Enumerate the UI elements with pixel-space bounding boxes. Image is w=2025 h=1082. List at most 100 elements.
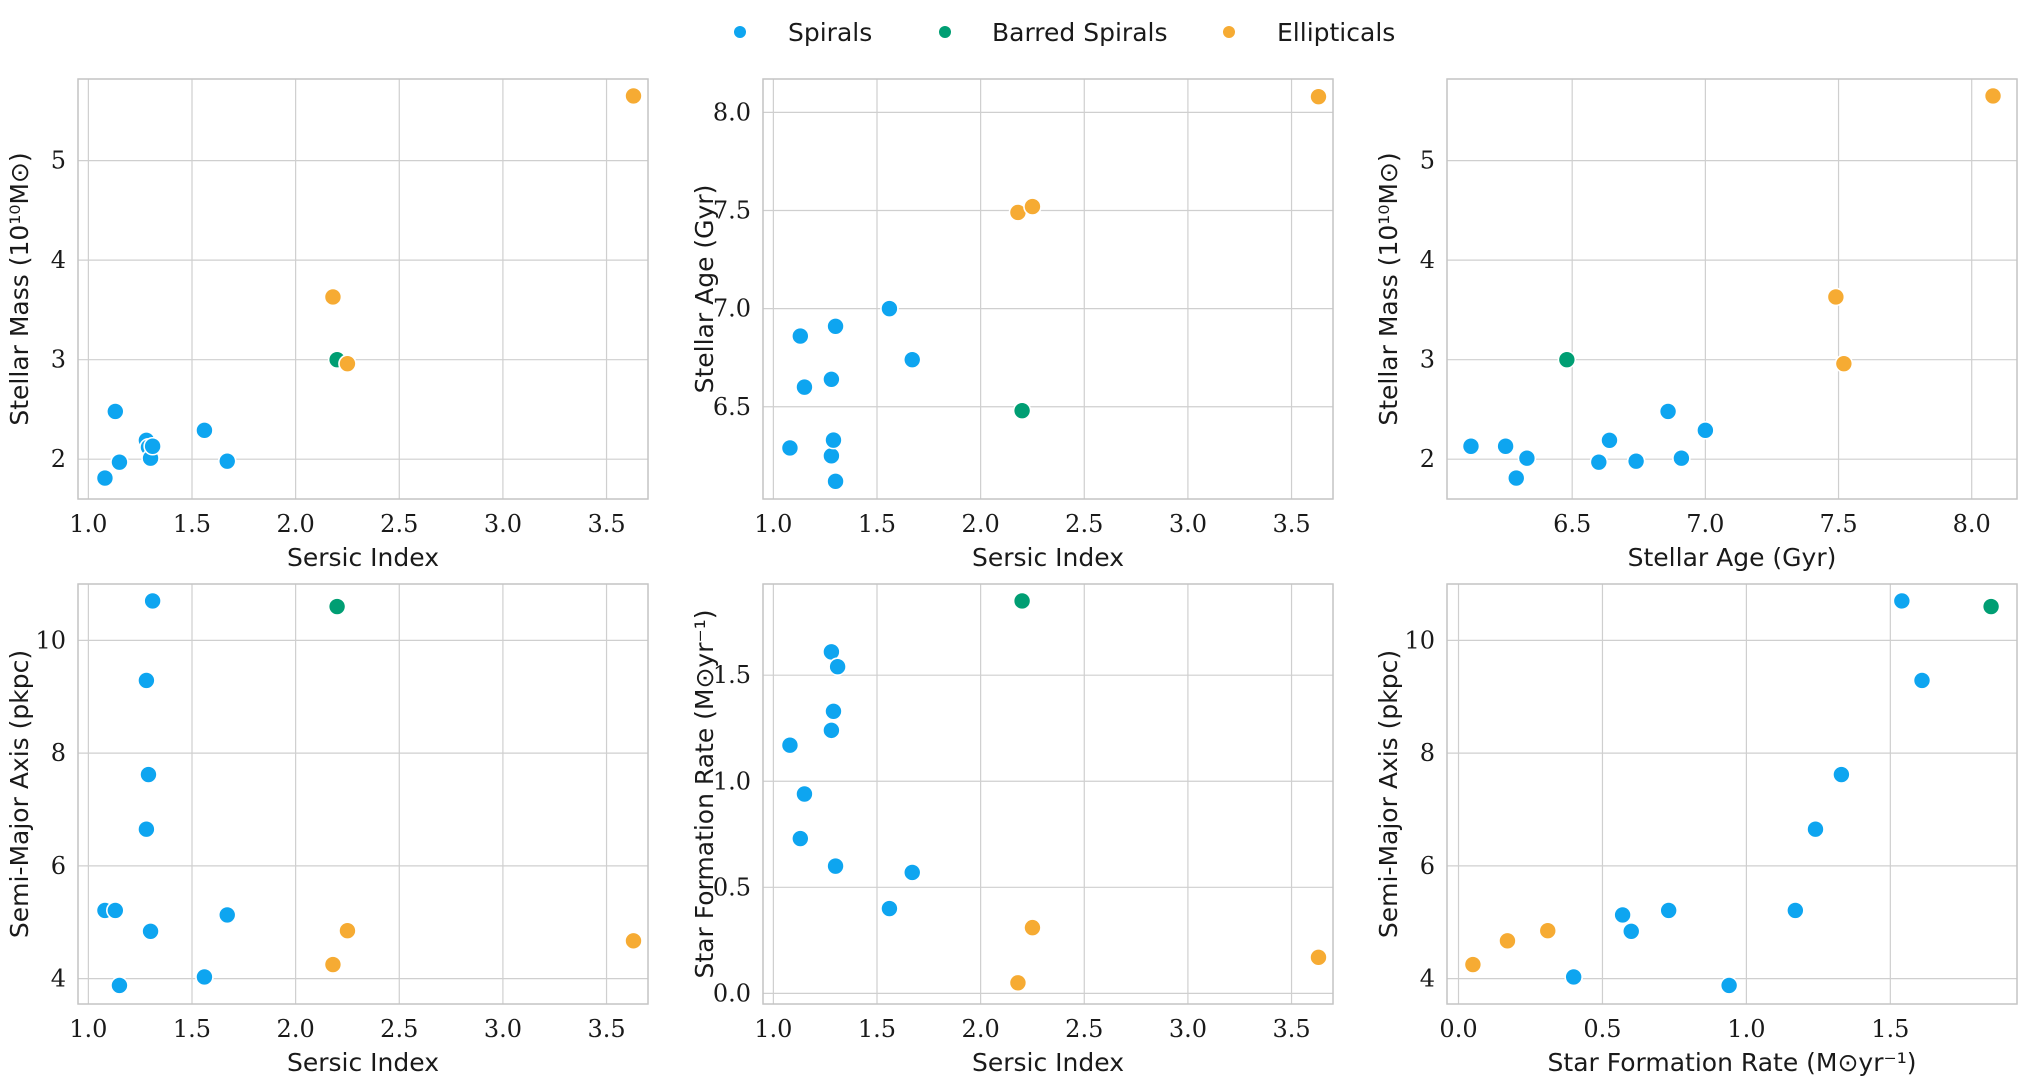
data-point-spirals — [1786, 901, 1805, 920]
data-point-spirals — [824, 430, 843, 450]
data-point-spirals — [795, 784, 814, 804]
y-tick-label: 6 — [51, 852, 66, 880]
x-axis-label: Star Formation Rate (M⊙yr⁻¹) — [1548, 1048, 1917, 1077]
legend: Spirals Barred Spirals Ellipticals — [734, 18, 1395, 47]
data-point-spirals — [1912, 671, 1932, 690]
x-axis-label: Sersic Index — [287, 1048, 439, 1077]
x-axis-label: Sersic Index — [972, 1048, 1124, 1077]
data-point-spirals — [110, 976, 129, 995]
x-tick-label: 2.0 — [962, 510, 1000, 538]
data-point-spirals — [106, 901, 125, 920]
data-point-ellipticals — [323, 955, 343, 974]
legend-item-ellipticals: Ellipticals — [1223, 18, 1395, 47]
plot-frame — [77, 583, 649, 1005]
x-tick-label: 3.5 — [587, 1015, 625, 1043]
y-axis-label: Stellar Mass (10¹⁰M⊙) — [5, 152, 34, 425]
y-tick-label: 8 — [51, 739, 66, 767]
y-tick-label: 8.0 — [713, 98, 751, 126]
x-tick-label: 3.5 — [1272, 1015, 1310, 1043]
data-point-spirals — [137, 819, 156, 839]
data-point-spirals — [780, 735, 800, 755]
x-tick-label: 2.0 — [277, 1015, 315, 1043]
data-point-ellipticals — [338, 921, 357, 941]
plot-background — [1447, 79, 2017, 499]
data-point-ellipticals — [1023, 197, 1042, 216]
data-point-spirals — [791, 326, 810, 346]
data-point-spirals — [1496, 436, 1515, 456]
plot-background — [763, 79, 1333, 499]
x-tick-label: 2.0 — [962, 1015, 1000, 1043]
x-tick-label: 0.5 — [1583, 1015, 1621, 1043]
y-tick-label: 10 — [35, 626, 66, 654]
legend-marker-barred-spirals — [939, 26, 951, 38]
plot-frame — [77, 78, 649, 500]
data-point-spirals — [902, 863, 922, 882]
data-point-spirals — [1719, 976, 1739, 995]
data-point-spirals — [217, 905, 237, 925]
y-tick-label: 3 — [1420, 346, 1435, 374]
y-tick-label: 10 — [1404, 626, 1435, 654]
x-tick-label: 2.0 — [277, 510, 315, 538]
legend-label-ellipticals: Ellipticals — [1277, 18, 1395, 47]
data-point-ellipticals — [323, 287, 343, 307]
scatter-panel-2: 1.0 1.5 2.0 2.5 3.0 3.5 6.5 7.0 7.5 8.0 Sersic Ind… — [690, 78, 1334, 572]
y-tick-label: 5 — [1420, 147, 1435, 175]
data-point-barred-spirals — [1557, 350, 1577, 369]
data-point-ellipticals — [1023, 918, 1042, 937]
plot-background — [763, 584, 1333, 1004]
y-tick-label: 7.0 — [713, 295, 751, 323]
data-point-spirals — [141, 921, 160, 941]
data-point-barred-spirals — [1981, 597, 2001, 616]
data-point-spirals — [1564, 967, 1583, 987]
y-tick-label: 6.5 — [713, 393, 751, 421]
x-tick-label: 0.0 — [1439, 1015, 1477, 1043]
x-tick-label: 3.0 — [1169, 510, 1207, 538]
data-point-spirals — [822, 446, 841, 466]
y-tick-label: 2 — [1420, 445, 1435, 473]
data-point-barred-spirals — [1012, 591, 1032, 611]
scatter-panel-4: 1.0 1.5 2.0 2.5 3.0 3.5 4 6 8 10 Sersic Index Semi-… — [5, 583, 649, 1077]
data-point-spirals — [195, 421, 214, 440]
plot-frame — [762, 78, 1334, 500]
data-point-ellipticals — [338, 354, 357, 373]
data-point-ellipticals — [1309, 87, 1328, 106]
x-axis-label: Sersic Index — [972, 543, 1124, 572]
y-axis-label: Semi-Major Axis (pkpc) — [5, 650, 34, 938]
data-point-spirals — [1806, 819, 1825, 839]
x-tick-label: 1.5 — [1871, 1015, 1909, 1043]
y-axis-label: Stellar Age (Gyr) — [690, 185, 719, 394]
y-tick-label: 8 — [1420, 739, 1435, 767]
data-point-spirals — [1658, 402, 1678, 421]
plot-background — [78, 584, 648, 1004]
data-point-spirals — [1461, 436, 1481, 456]
plot-frame — [1446, 583, 2018, 1005]
x-tick-label: 1.0 — [69, 1015, 107, 1043]
data-point-ellipticals — [1463, 955, 1483, 974]
data-point-spirals — [902, 350, 922, 369]
legend-label-barred-spirals: Barred Spirals — [992, 18, 1168, 47]
legend-label-spirals: Spirals — [788, 18, 872, 47]
x-tick-label: 3.0 — [1169, 1015, 1207, 1043]
x-tick-label: 7.5 — [1819, 510, 1857, 538]
y-tick-label: 0.0 — [713, 979, 751, 1007]
x-tick-label: 3.5 — [587, 510, 625, 538]
data-point-spirals — [143, 436, 162, 456]
x-tick-label: 2.5 — [1065, 1015, 1103, 1043]
y-tick-label: 4 — [1420, 246, 1435, 274]
data-point-barred-spirals — [327, 597, 347, 616]
x-axis-label: Sersic Index — [287, 543, 439, 572]
data-point-spirals — [1696, 421, 1715, 440]
x-tick-label: 6.5 — [1553, 510, 1591, 538]
data-point-spirals — [1626, 451, 1646, 471]
x-tick-label: 3.0 — [484, 1015, 522, 1043]
y-axis-label: Star Formation Rate (M⊙yr⁻¹) — [690, 610, 719, 979]
data-point-spirals — [143, 591, 162, 611]
x-tick-label: 8.0 — [1953, 510, 1991, 538]
data-point-spirals — [1672, 448, 1691, 468]
data-point-spirals — [1659, 901, 1678, 920]
data-point-ellipticals — [1834, 354, 1854, 373]
y-tick-label: 0.5 — [713, 873, 751, 901]
data-point-spirals — [110, 452, 129, 472]
legend-item-barred-spirals: Barred Spirals — [939, 18, 1168, 47]
data-point-ellipticals — [1983, 86, 2003, 106]
